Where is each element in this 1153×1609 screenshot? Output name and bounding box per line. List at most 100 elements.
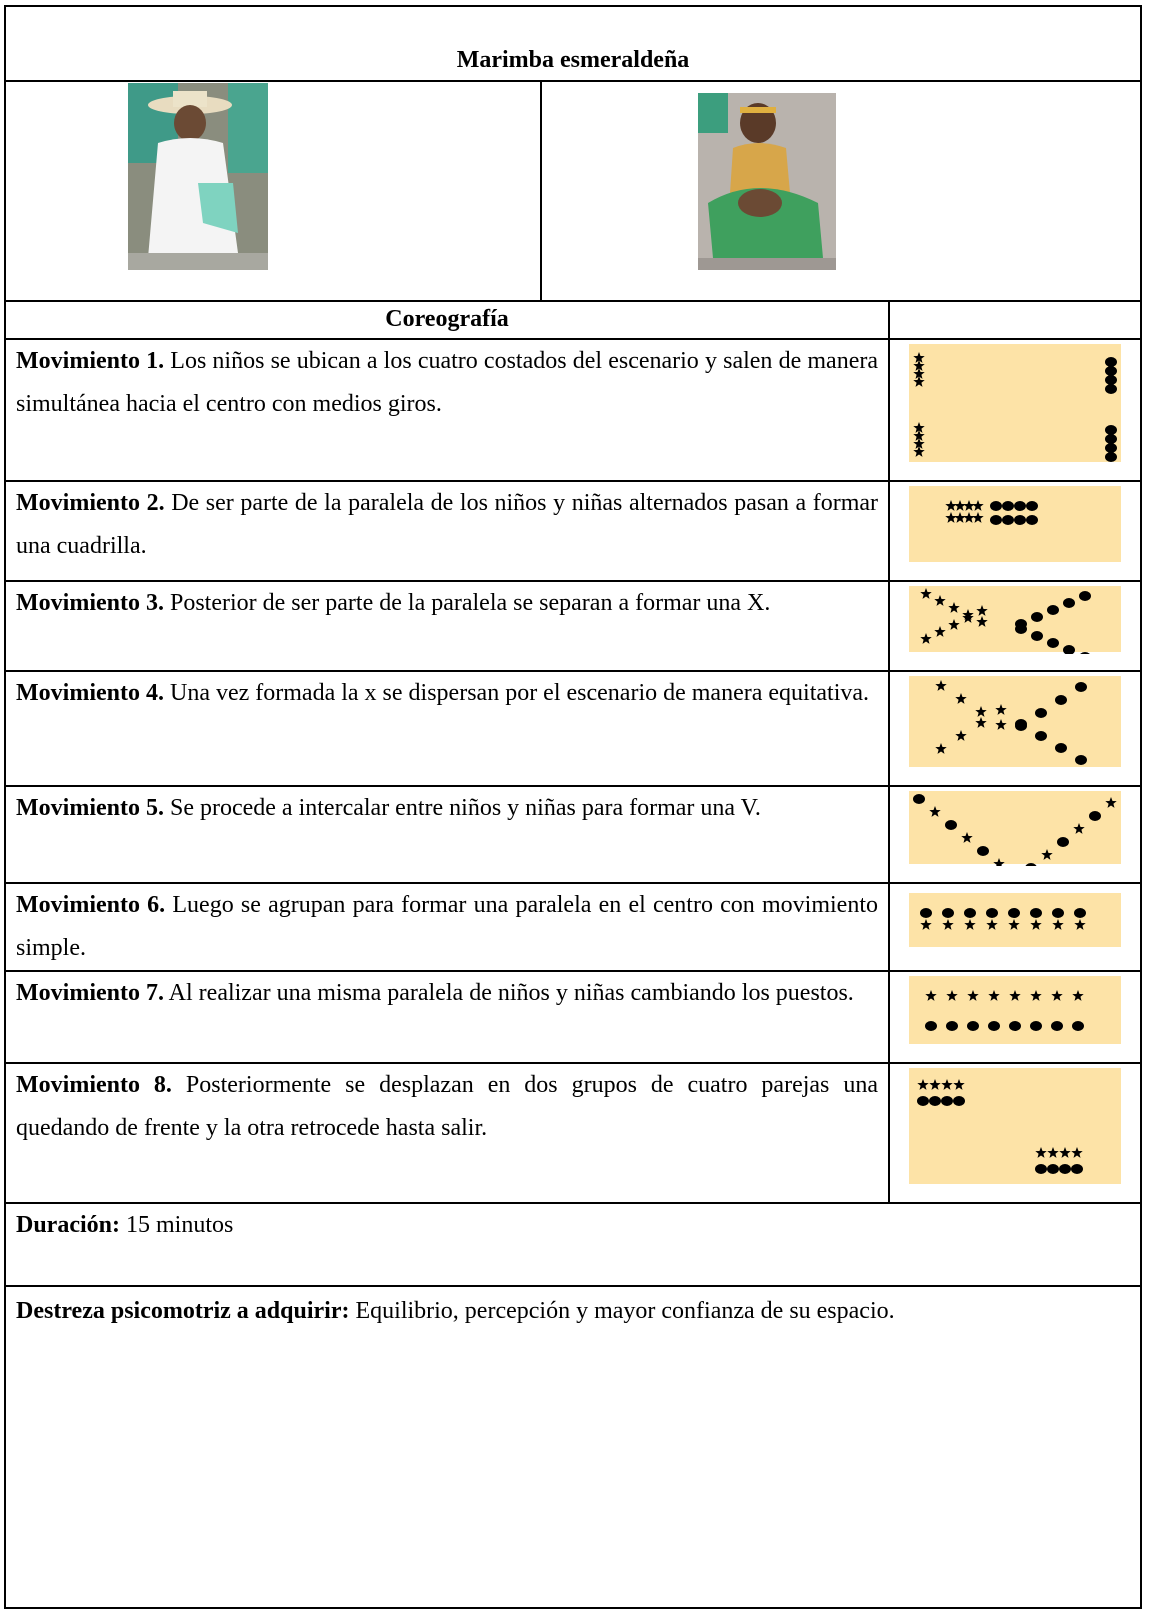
formation-diagram [909, 790, 1121, 873]
photo-girl [698, 93, 836, 270]
diagram-cell [888, 785, 1142, 884]
movement-row: Movimiento 6. Luego se agrupan para form… [4, 882, 1142, 972]
diagram-cell [888, 480, 1142, 582]
duration-text: 15 minutos [126, 1212, 234, 1238]
choreography-table: Marimba esmeraldeña Coreografía Movimien… [4, 5, 1142, 1609]
star-icon [1035, 1146, 1047, 1158]
star-icon [972, 511, 984, 523]
star-icon [935, 679, 947, 691]
star-icon [1047, 1146, 1059, 1158]
star-icon [1073, 822, 1085, 834]
star-icon [963, 511, 975, 523]
formation-diagram [909, 585, 1121, 662]
dot-icon [1030, 1020, 1042, 1031]
dot-icon [1105, 451, 1117, 462]
movement-row: Movimiento 4. Una vez formada la x se di… [4, 670, 1142, 787]
diagram-cell [888, 970, 1142, 1064]
star-icon [948, 601, 960, 613]
movement-text: Se procede a intercalar entre niños y ni… [169, 795, 761, 821]
title: Marimba esmeraldeña [456, 47, 690, 73]
dot-icon [1047, 1163, 1059, 1174]
stage [909, 1067, 1121, 1184]
dot-icon [990, 500, 1002, 511]
formation-diagram [909, 975, 1121, 1044]
diagram-cell [888, 580, 1142, 672]
dot-icon [1105, 424, 1117, 435]
movement-text: Posterior de ser parte de la paralela se… [169, 590, 771, 616]
star-icon [1030, 918, 1042, 930]
dot-icon [1009, 1020, 1021, 1031]
star-icon [976, 604, 988, 616]
photo-boy [128, 83, 268, 270]
dot-icon [1035, 730, 1047, 741]
dot-icon [1105, 442, 1117, 453]
star-icon [934, 625, 946, 637]
dot-icon [1079, 651, 1091, 662]
dot-icon [988, 1020, 1000, 1031]
star-icon [945, 511, 957, 523]
dot-icon [1026, 500, 1038, 511]
dot-icon [953, 1095, 965, 1106]
movement-label: Movimiento 2. [16, 490, 165, 516]
star-icon [920, 918, 932, 930]
diagram-cell [888, 1062, 1142, 1204]
movement-cell: Movimiento 7. Al realizar una misma para… [4, 970, 890, 1064]
formation-diagram [909, 675, 1121, 767]
star-icon [961, 831, 973, 843]
skill-row: Destreza psicomotriz a adquirir: Equilib… [4, 1285, 1142, 1609]
dot-icon [1105, 383, 1117, 394]
movement-row: Movimiento 7. Al realizar una misma para… [4, 970, 1142, 1064]
star-icon [913, 359, 925, 371]
movement-label: Movimiento 3. [16, 590, 164, 616]
dancers [945, 499, 1038, 525]
movement-text: Una vez formada la x se dispersan por el… [169, 680, 870, 706]
movement-cell: Movimiento 6. Luego se agrupan para form… [4, 882, 890, 972]
dot-icon [1014, 514, 1026, 525]
dot-icon [1051, 1020, 1063, 1031]
diagram-cell [888, 338, 1142, 482]
movement-text: Luego se agrupan para formar una paralel… [16, 892, 878, 961]
dot-icon [964, 907, 976, 918]
formation-diagram [909, 892, 1121, 947]
stage [909, 892, 1121, 947]
star-icon [1009, 989, 1021, 1001]
dot-icon [941, 1095, 953, 1106]
star-icon [913, 421, 925, 433]
star-icon [962, 611, 974, 623]
movement-text: Posteriormente se desplazan en dos grupo… [16, 1072, 878, 1141]
star-icon [946, 989, 958, 1001]
star-icon [1059, 1146, 1071, 1158]
star-icon [913, 429, 925, 441]
choreography-header: Coreografía [385, 306, 509, 332]
star-icon [954, 499, 966, 511]
star-icon [1008, 918, 1020, 930]
dot-icon [1105, 365, 1117, 376]
dot-icon [1063, 644, 1075, 655]
star-icon [988, 989, 1000, 1001]
star-icon [995, 703, 1007, 715]
dancers [925, 989, 1084, 1031]
dot-icon [929, 1095, 941, 1106]
movement-text: Al realizar una misma paralela de niños … [168, 980, 854, 1006]
star-icon [945, 499, 957, 511]
dancers [920, 907, 1086, 930]
movement-label: Movimiento 7. [16, 980, 164, 1006]
duration-row: Duración: 15 minutos [4, 1202, 1142, 1287]
movement-label: Movimiento 4. [16, 680, 164, 706]
skill-text: Equilibrio, percepción y mayor confianza… [355, 1298, 895, 1324]
dot-icon [1055, 742, 1067, 753]
dot-icon [925, 1020, 937, 1031]
movement-row: Movimiento 5. Se procede a intercalar en… [4, 785, 1142, 884]
dot-icon [942, 907, 954, 918]
dot-icon [1035, 1163, 1047, 1174]
dot-icon [1035, 707, 1047, 718]
star-icon [986, 918, 998, 930]
dot-icon [1057, 836, 1069, 847]
dot-icon [1089, 810, 1101, 821]
star-icon [963, 499, 975, 511]
movement-label: Movimiento 8. [16, 1072, 172, 1098]
dot-icon [1074, 907, 1086, 918]
movement-cell: Movimiento 4. Una vez formada la x se di… [4, 670, 890, 787]
dot-icon [913, 793, 925, 804]
dot-icon [1105, 374, 1117, 385]
